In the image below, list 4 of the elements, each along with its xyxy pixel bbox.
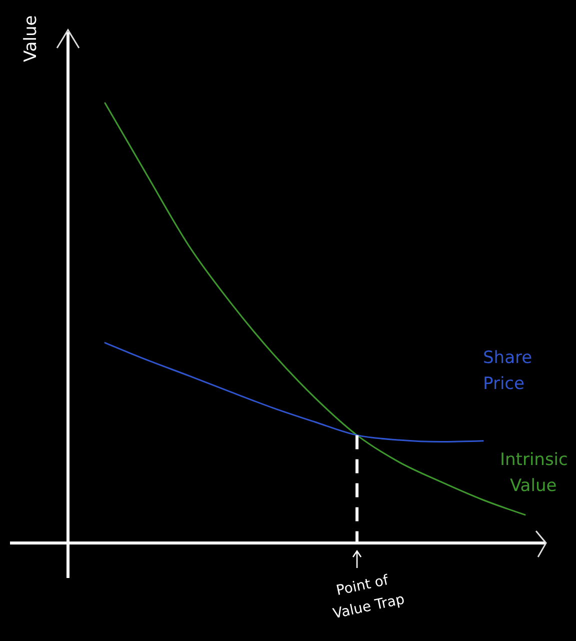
series-label: Intrinsic Value	[500, 450, 568, 496]
text: Share Price	[483, 348, 532, 394]
text: Point of Value Trap	[332, 572, 406, 622]
y-axis-title: Value	[21, 15, 41, 62]
